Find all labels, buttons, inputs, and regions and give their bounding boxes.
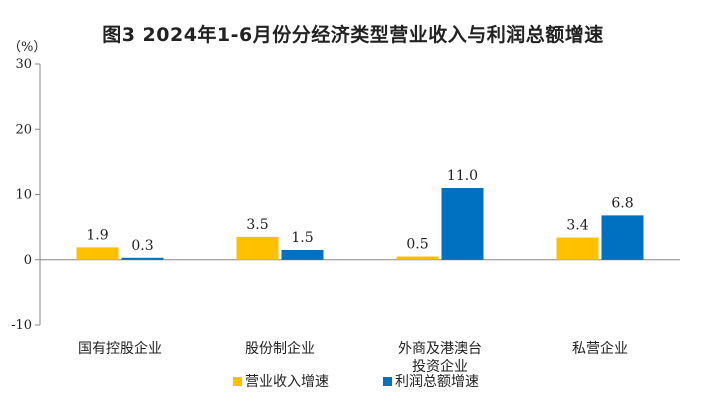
chart-title: 图3 2024年1-6月份分经济类型营业收入与利润总额增速 <box>102 24 604 46</box>
y-axis-label: （%） <box>8 40 46 55</box>
bar-revenue <box>556 237 599 260</box>
data-label: 3.5 <box>246 217 268 233</box>
bar-revenue <box>236 236 279 260</box>
category-label: 国有控股企业 <box>78 340 162 357</box>
legend-entry[interactable]: 利润总额增速 <box>395 374 479 390</box>
bar-profit <box>441 187 484 260</box>
bar-revenue <box>396 256 439 260</box>
data-label: 1.5 <box>291 230 313 246</box>
data-label: 3.4 <box>566 218 588 234</box>
data-label: 6.8 <box>611 195 633 211</box>
category-label: 私营企业 <box>572 340 628 357</box>
y-tick-label: 30 <box>15 57 32 72</box>
y-tick-label: 10 <box>15 188 32 203</box>
y-tick-label: 0 <box>24 253 32 268</box>
bar-profit <box>601 215 644 260</box>
y-tick-label: -10 <box>11 318 32 333</box>
y-tick-label: 20 <box>15 122 32 137</box>
data-label: 0.3 <box>131 238 153 254</box>
bar-profit <box>281 249 324 260</box>
data-label: 0.5 <box>406 236 428 252</box>
legend-swatch <box>233 377 242 386</box>
category-label: 股份制企业 <box>245 340 315 357</box>
category-label: 外商及港澳台 <box>398 341 482 357</box>
legend-entry[interactable]: 营业收入增速 <box>245 374 329 390</box>
bar-revenue <box>76 247 119 260</box>
bar-profit <box>121 257 164 260</box>
legend-swatch <box>383 377 392 386</box>
data-label: 11.0 <box>447 168 478 184</box>
category-label: 投资企业 <box>412 358 468 375</box>
data-label: 1.9 <box>86 227 108 243</box>
